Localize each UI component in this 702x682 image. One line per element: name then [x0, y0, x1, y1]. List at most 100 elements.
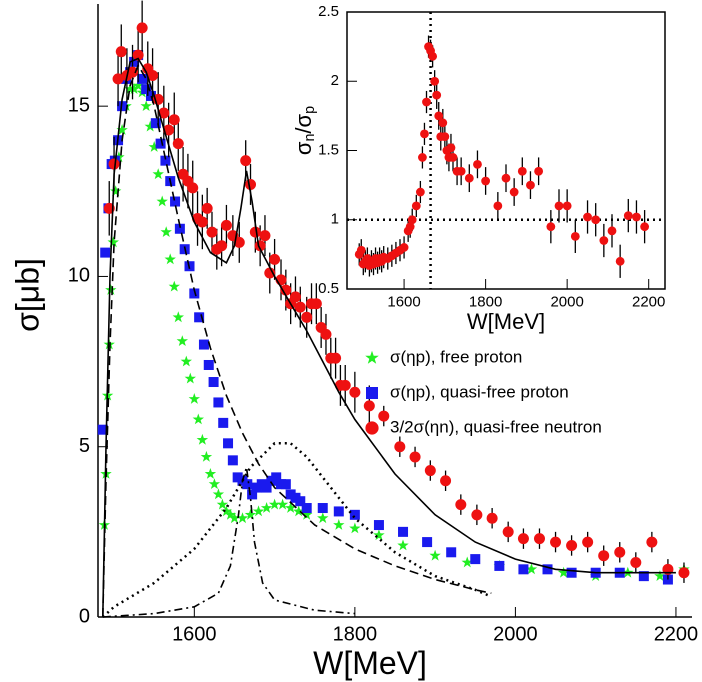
data-point	[129, 56, 140, 67]
data-point	[473, 159, 482, 169]
data-point	[203, 359, 214, 370]
data-point	[220, 219, 232, 231]
inset-frame	[346, 11, 666, 290]
data-point	[591, 215, 601, 225]
data-point	[295, 496, 306, 507]
data-point	[446, 143, 456, 153]
data-point	[213, 397, 224, 408]
data-point	[317, 512, 329, 524]
data-point	[189, 288, 200, 299]
data-point	[168, 114, 180, 126]
data-point	[271, 472, 282, 483]
y-tick-label: 0	[79, 605, 90, 627]
data-point	[533, 533, 545, 545]
legend-marker	[365, 350, 379, 364]
data-point	[170, 196, 181, 207]
x-tick-label: 2000	[493, 623, 538, 645]
y-axis-title: σn/σp	[291, 106, 318, 155]
data-point	[422, 537, 433, 548]
data-point	[542, 564, 553, 575]
data-point	[632, 212, 641, 222]
data-point	[200, 450, 213, 462]
data-point	[240, 155, 252, 167]
data-point	[144, 120, 156, 132]
data-point	[461, 556, 473, 568]
data-point	[206, 226, 218, 238]
data-point	[486, 512, 498, 524]
data-point	[614, 546, 626, 558]
data-point	[415, 187, 425, 197]
legend-marker	[366, 387, 378, 399]
data-point	[333, 519, 345, 530]
data-point	[168, 280, 180, 292]
data-point	[97, 424, 108, 435]
data-point	[432, 90, 442, 100]
data-point	[148, 141, 160, 152]
data-point	[164, 253, 176, 265]
y-tick-label: 1	[331, 211, 339, 228]
model-curve	[102, 63, 492, 618]
data-point	[363, 400, 375, 412]
data-point	[517, 166, 527, 176]
data-point	[456, 166, 466, 176]
data-point	[107, 236, 119, 248]
y-tick-label: 15	[68, 94, 90, 116]
data-point	[136, 22, 148, 34]
data-point	[294, 301, 306, 313]
legend-label: 3/2σ(ηn), quasi-free neutron	[390, 417, 602, 436]
data-point	[196, 433, 209, 445]
data-point	[176, 335, 188, 346]
data-point	[132, 79, 144, 91]
data-point	[223, 438, 234, 449]
data-point	[494, 560, 505, 571]
data-point	[212, 488, 225, 500]
data-point	[623, 211, 633, 220]
legend-label: σ(ηp), free proton	[390, 347, 522, 366]
data-point	[236, 512, 249, 524]
data-point	[526, 180, 535, 190]
data-point	[440, 475, 452, 487]
x-tick-label: 2200	[654, 623, 699, 645]
data-point	[196, 216, 208, 228]
data-point	[509, 187, 519, 197]
data-point	[276, 498, 289, 510]
data-point	[128, 83, 140, 94]
model-curve	[102, 466, 355, 618]
data-point	[280, 284, 292, 296]
data-point	[464, 173, 474, 183]
data-point	[554, 201, 564, 211]
data-point	[562, 201, 572, 211]
data-point	[147, 70, 159, 82]
y-tick-label: 1.5	[318, 141, 339, 158]
data-point	[429, 549, 441, 561]
data-point	[127, 66, 139, 78]
data-point	[615, 256, 625, 266]
data-point	[284, 502, 297, 513]
y-tick-label: 5	[79, 435, 90, 457]
data-point	[224, 508, 237, 520]
data-point	[163, 124, 175, 136]
data-point	[471, 509, 483, 521]
data-point	[216, 498, 229, 510]
data-point	[638, 571, 649, 582]
data-point	[455, 499, 467, 511]
data-point	[160, 155, 171, 166]
data-point	[208, 377, 219, 388]
data-point	[518, 564, 529, 575]
data-point	[646, 536, 658, 548]
data-point	[566, 567, 577, 578]
data-point	[249, 226, 261, 238]
data-point	[194, 312, 205, 323]
data-point	[192, 413, 204, 425]
data-point	[208, 478, 221, 489]
legend-marker	[365, 421, 379, 435]
data-point	[105, 284, 117, 295]
data-point	[502, 526, 514, 538]
x-tick-label: 1600	[172, 623, 217, 645]
data-point	[244, 508, 257, 520]
data-point	[187, 182, 199, 194]
y-tick-label: 2.5	[318, 3, 339, 20]
data-point	[252, 505, 265, 517]
data-point	[145, 90, 156, 101]
data-point	[140, 100, 152, 111]
